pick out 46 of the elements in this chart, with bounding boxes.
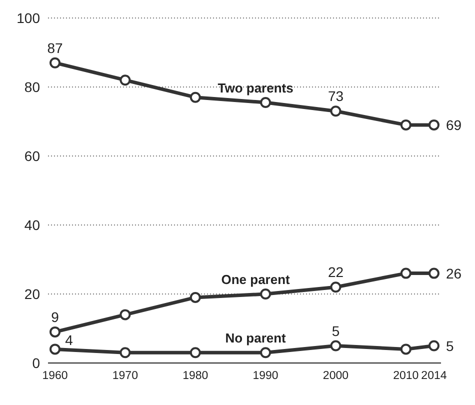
x-tick-label: 2000: [322, 370, 349, 382]
x-tick-label: 2014: [421, 370, 448, 382]
data-label: 5: [446, 338, 454, 354]
x-tick-label: 2010: [393, 370, 419, 382]
data-label: 73: [328, 88, 344, 104]
data-label: 87: [47, 40, 64, 56]
point: [400, 344, 412, 355]
series-label: Two parents: [218, 80, 294, 96]
point: [260, 288, 272, 300]
x-tick-label: 1980: [182, 370, 208, 382]
data-label: 4: [65, 332, 74, 348]
data-label: 26: [446, 265, 462, 282]
point: [120, 347, 131, 358]
data-label: 9: [51, 308, 60, 325]
x-tick-label: 1970: [112, 370, 138, 382]
point: [190, 347, 201, 358]
point: [330, 106, 342, 117]
point: [190, 92, 201, 103]
y-tick-label: 40: [24, 216, 40, 233]
point: [400, 119, 412, 130]
point: [428, 340, 440, 352]
data-label: 69: [446, 116, 462, 133]
point: [400, 268, 412, 279]
x-tick-label: 1960: [42, 370, 68, 382]
point: [428, 119, 440, 130]
y-tick-label: 60: [24, 148, 40, 164]
point: [50, 326, 61, 338]
point: [120, 74, 131, 86]
point: [260, 347, 272, 358]
series-label: One parent: [221, 272, 291, 287]
point: [50, 57, 61, 68]
point: [428, 268, 440, 279]
data-label: 22: [328, 264, 344, 280]
point: [330, 340, 342, 352]
series-label: No parent: [225, 330, 287, 346]
y-tick-label: 100: [16, 10, 40, 26]
point: [260, 97, 272, 108]
y-tick-label: 0: [32, 354, 40, 371]
point: [50, 344, 61, 355]
data-label: 5: [332, 322, 340, 339]
point: [330, 282, 342, 293]
point: [120, 309, 131, 320]
x-tick-label: 1990: [252, 370, 278, 382]
y-tick-label: 20: [24, 286, 40, 302]
y-tick-label: 80: [24, 78, 40, 95]
point: [190, 292, 201, 303]
